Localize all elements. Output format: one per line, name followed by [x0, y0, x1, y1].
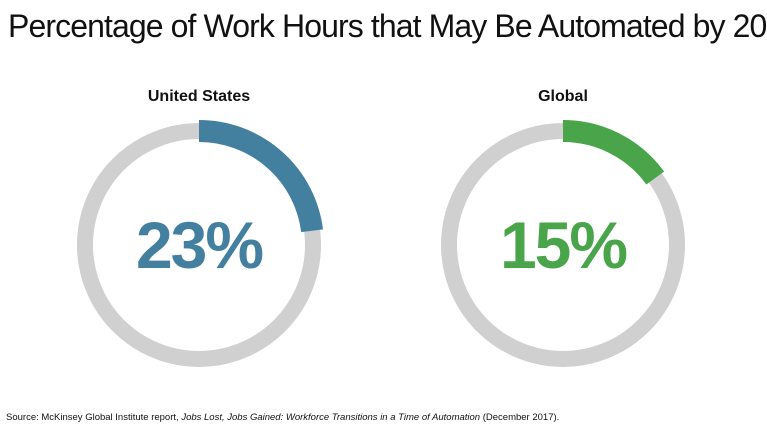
donut-label-united-states: United States: [147, 88, 251, 105]
donut-arc-global: [562, 120, 665, 185]
donut-value-global: 15%: [500, 208, 626, 282]
donut-chart-united-states: United States 23%: [69, 80, 329, 380]
donut-svg-united-states: 23%: [77, 120, 324, 367]
source-note: Source: McKinsey Global Institute report…: [6, 412, 761, 423]
donut-arc-united-states: [198, 120, 324, 233]
donut-svg-global: 15%: [441, 120, 685, 367]
donut-label-global: Global: [538, 88, 588, 105]
source-report-title: Jobs Lost, Jobs Gained: Workforce Transi…: [181, 412, 481, 423]
chart-title: Percentage of Work Hours that May Be Aut…: [8, 8, 767, 44]
donut-chart-global: Global 15%: [433, 80, 693, 380]
source-suffix: (December 2017).: [480, 412, 560, 423]
donut-value-united-states: 23%: [136, 208, 262, 282]
source-prefix: Source: McKinsey Global Institute report…: [6, 412, 182, 423]
